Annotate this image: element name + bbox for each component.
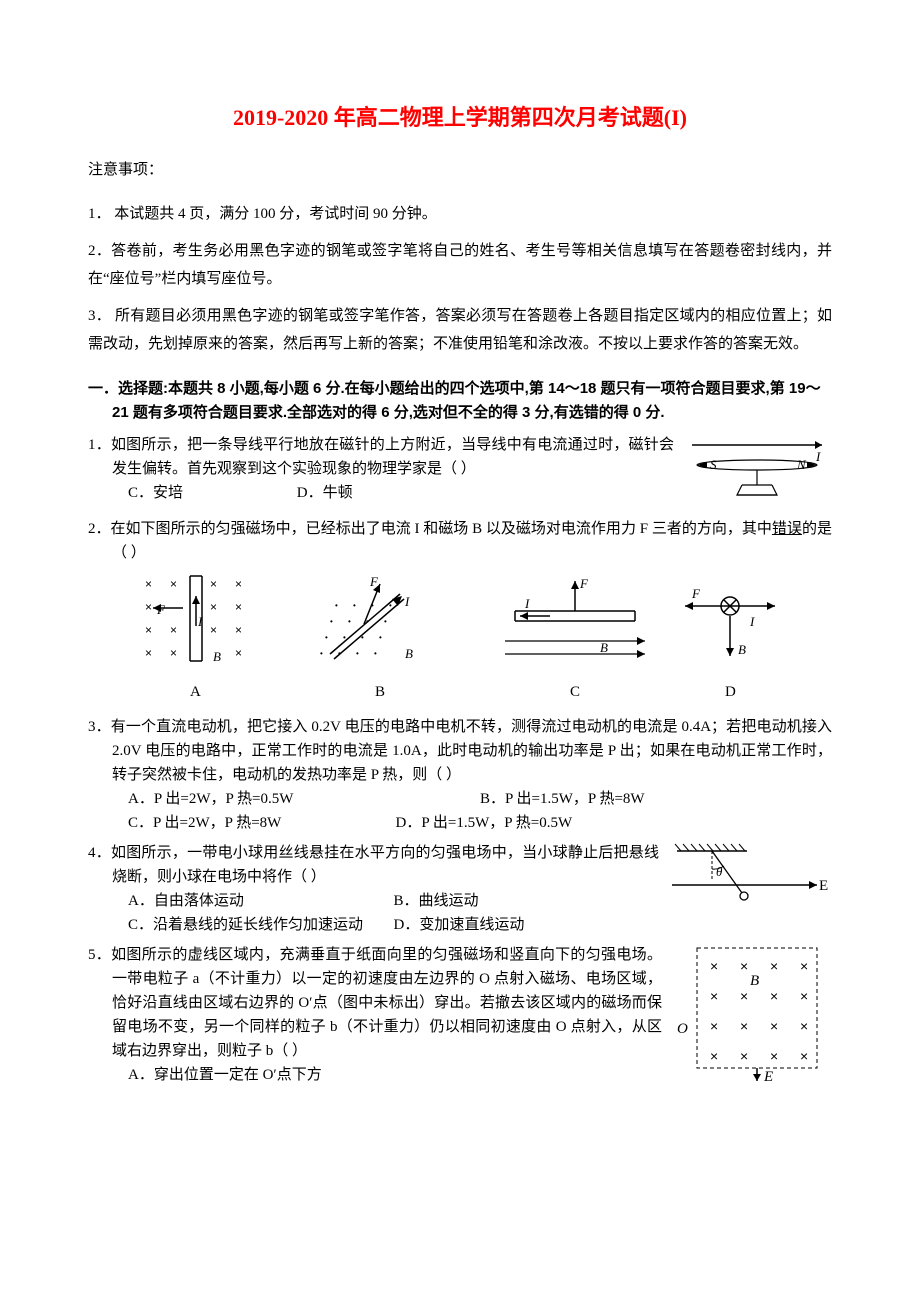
svg-text:×: ×	[145, 646, 152, 660]
note-3: 3． 所有题目必须用黑色字迹的钢笔或签字笔作答，答案必须写在答题卷上各题目指定区…	[88, 302, 832, 359]
svg-text:B: B	[375, 684, 385, 700]
svg-text:×: ×	[770, 958, 778, 974]
svg-text:×: ×	[740, 958, 748, 974]
question-3: 3．有一个直流电动机，把它接入 0.2V 电压的电路中电机不转，测得流过电动机的…	[88, 715, 832, 835]
svg-text:×: ×	[740, 1048, 748, 1064]
section-1-heading: 一．选择题:本题共 8 小题,每小题 6 分.在每小题给出的四个选项中,第 14…	[88, 377, 832, 425]
q1-optD: D．牛顿	[297, 481, 353, 505]
svg-text:×: ×	[210, 600, 217, 614]
svg-text:×: ×	[740, 1018, 748, 1034]
label-N: N	[796, 457, 807, 472]
question-2: 2．在如下图所示的匀强磁场中，已经标出了电流 I 和磁场 B 以及磁场对电流作用…	[88, 517, 832, 709]
q3-optA: A．P 出=2W，P 热=0.5W	[128, 787, 480, 811]
svg-text:I: I	[404, 594, 410, 609]
svg-text:F: F	[691, 586, 701, 601]
question-1: I S N 1．如图所示，把一条导线平行地放在磁针的上方附近，当导线中有电流通过…	[88, 433, 832, 511]
svg-text:•: •	[348, 617, 351, 626]
q4-optC: C．沿着悬线的延长线作匀加速运动	[128, 913, 394, 937]
q3-options: A．P 出=2W，P 热=0.5W B．P 出=1.5W，P 热=8W C．P …	[88, 787, 832, 835]
svg-text:B: B	[405, 646, 413, 661]
label-I: I	[815, 449, 821, 464]
q4-optA: A．自由落体运动	[128, 889, 394, 913]
svg-text:×: ×	[800, 1018, 808, 1034]
svg-text:×: ×	[170, 623, 177, 637]
svg-text:•: •	[325, 633, 328, 642]
svg-text:×: ×	[210, 577, 217, 591]
svg-text:×: ×	[235, 646, 242, 660]
exam-title: 2019-2020 年高二物理上学期第四次月考试题(I)	[88, 100, 832, 132]
svg-text:•: •	[335, 601, 338, 610]
svg-text:×: ×	[235, 623, 242, 637]
note-1: 1． 本试题共 4 页，满分 100 分，考试时间 90 分钟。	[88, 200, 832, 229]
svg-text:E: E	[763, 1069, 773, 1083]
svg-text:×: ×	[800, 958, 808, 974]
q2-err: 错误	[772, 521, 802, 537]
svg-text:×: ×	[710, 1048, 718, 1064]
svg-text:×: ×	[170, 577, 177, 591]
svg-text:×: ×	[770, 1018, 778, 1034]
q1-optC: C．安培	[128, 481, 183, 505]
svg-text:×: ×	[235, 600, 242, 614]
svg-text:C: C	[570, 684, 580, 700]
svg-text:×: ×	[710, 988, 718, 1004]
svg-text:×: ×	[145, 623, 152, 637]
question-5: ×××× ×××× ×××× ×××× O B E 5．如图所示的虚线区域内，充…	[88, 943, 832, 1091]
svg-text:×: ×	[800, 1048, 808, 1064]
note-2: 2．答卷前，考生务必用黑色字迹的钢笔或签字笔将自己的姓名、考生号等相关信息填写在…	[88, 237, 832, 294]
q4-optD: D．变加速直线运动	[394, 913, 660, 937]
q3-optC: C．P 出=2W，P 热=8W	[128, 811, 396, 835]
svg-text:•: •	[320, 649, 323, 658]
svg-text:B: B	[213, 649, 221, 664]
svg-text:O: O	[677, 1021, 688, 1037]
svg-text:I: I	[524, 596, 530, 611]
svg-text:D: D	[725, 684, 736, 700]
q2-figure: × × × × × × × × × × × × × × F I B	[88, 571, 832, 709]
svg-text:•: •	[356, 649, 359, 658]
svg-text:×: ×	[710, 1018, 718, 1034]
svg-text:×: ×	[800, 988, 808, 1004]
svg-text:I: I	[197, 614, 203, 629]
q3-optD: D．P 出=1.5W，P 热=0.5W	[396, 811, 832, 835]
q2-stem-pre: 2．在如下图所示的匀强磁场中，已经标出了电流 I 和磁场 B 以及磁场对电流作用…	[88, 521, 772, 537]
svg-text:F: F	[579, 576, 589, 591]
question-4: θ E 4．如图所示，一带电小球用丝线悬挂在水平方向的匀强电场中，当小球静止后把…	[88, 841, 832, 937]
svg-text:B: B	[600, 640, 608, 655]
svg-text:•: •	[379, 633, 382, 642]
svg-text:×: ×	[170, 646, 177, 660]
svg-text:×: ×	[710, 958, 718, 974]
exam-page: 2019-2020 年高二物理上学期第四次月考试题(I) 注意事项： 1． 本试…	[0, 0, 920, 1302]
svg-text:×: ×	[235, 577, 242, 591]
q2-stem: 2．在如下图所示的匀强磁场中，已经标出了电流 I 和磁场 B 以及磁场对电流作用…	[88, 517, 832, 565]
q4-figure: θ E	[667, 841, 832, 924]
q3-stem: 3．有一个直流电动机，把它接入 0.2V 电压的电路中电机不转，测得流过电动机的…	[88, 715, 832, 787]
notes-heading: 注意事项：	[88, 158, 832, 182]
svg-text:•: •	[353, 601, 356, 610]
svg-text:•: •	[384, 617, 387, 626]
svg-text:×: ×	[740, 988, 748, 1004]
label-S: S	[710, 457, 717, 472]
svg-text:B: B	[750, 973, 759, 989]
q3-optB: B．P 出=1.5W，P 热=8W	[480, 787, 832, 811]
svg-text:×: ×	[210, 623, 217, 637]
svg-text:B: B	[738, 642, 746, 657]
svg-text:•: •	[330, 617, 333, 626]
svg-text:θ: θ	[716, 864, 723, 879]
svg-text:×: ×	[145, 577, 152, 591]
q5-figure: × × × × × × × × × × × × × × × × O B E	[672, 943, 832, 1091]
svg-text:F: F	[369, 574, 379, 589]
svg-text:×: ×	[770, 988, 778, 1004]
svg-text:E: E	[819, 878, 828, 894]
q1-figure: I S N	[682, 433, 832, 511]
svg-text:A: A	[190, 684, 201, 700]
svg-text:×: ×	[145, 600, 152, 614]
svg-text:×: ×	[770, 1048, 778, 1064]
q4-optB: B．曲线运动	[394, 889, 660, 913]
svg-text:I: I	[749, 614, 755, 629]
svg-text:•: •	[374, 649, 377, 658]
